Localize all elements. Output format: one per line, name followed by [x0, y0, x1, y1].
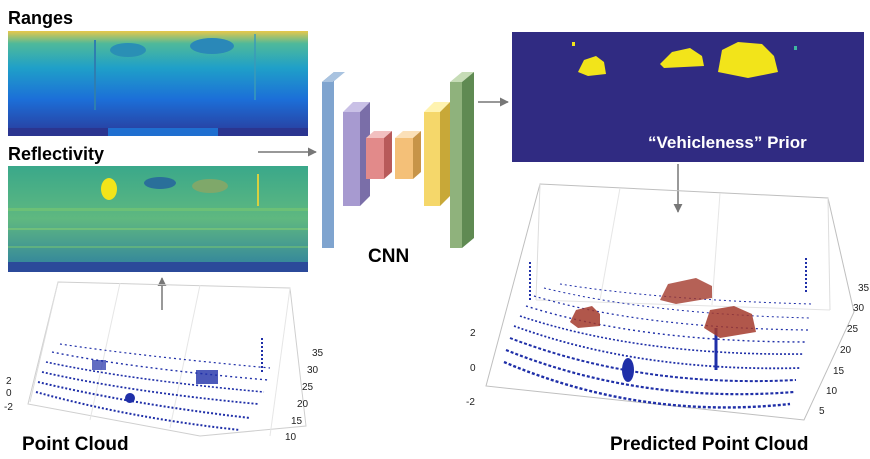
- right-z-tick: 0: [470, 363, 476, 374]
- right-y-ticks: 35 30 25 20 15 10 5: [819, 283, 870, 417]
- left-y-tick: 35: [312, 348, 324, 359]
- point-cloud-plot: [27, 281, 307, 437]
- cnn-layer-3: [366, 131, 392, 179]
- predicted-point-cloud-label: Predicted Point Cloud: [610, 434, 808, 455]
- prior-label: “Vehicleness” Prior: [648, 133, 807, 152]
- left-y-tick: 25: [302, 382, 314, 393]
- left-z-ticks: 2 0 -2: [4, 376, 13, 413]
- right-y-tick: 35: [858, 283, 870, 294]
- left-y-ticks: 35 30 25 20 15 10: [285, 348, 324, 443]
- right-y-tick: 25: [847, 324, 859, 335]
- left-z-tick: 0: [6, 388, 12, 399]
- right-z-tick: -2: [466, 397, 475, 408]
- right-z-ticks: 2 0 -2: [466, 328, 476, 408]
- predicted-vehicle-points: [570, 278, 756, 338]
- cnn-layer-4: [395, 131, 421, 179]
- left-y-tick: 15: [291, 416, 303, 427]
- cnn-layer-2: [343, 102, 370, 206]
- left-y-tick: 10: [285, 432, 297, 443]
- vehicleness-prior-image: [512, 32, 864, 162]
- right-y-tick: 20: [840, 345, 852, 356]
- ranges-label: Ranges: [8, 8, 73, 28]
- cnn-diagram: [322, 72, 474, 248]
- right-y-tick: 15: [833, 366, 845, 377]
- cnn-layer-input: [322, 72, 345, 248]
- reflectivity-label: Reflectivity: [8, 144, 104, 164]
- right-y-tick: 10: [826, 386, 838, 397]
- ranges-image: [8, 31, 308, 136]
- point-cloud-label: Point Cloud: [22, 434, 129, 455]
- right-y-tick: 5: [819, 406, 825, 417]
- right-y-tick: 30: [853, 303, 865, 314]
- predicted-point-cloud-plot: [485, 183, 855, 421]
- left-z-tick: -2: [4, 402, 13, 413]
- left-z-tick: 2: [6, 376, 12, 387]
- reflectivity-image: [8, 166, 308, 272]
- left-y-tick: 20: [297, 399, 309, 410]
- cnn-layer-5: [424, 102, 450, 206]
- left-y-tick: 30: [307, 365, 319, 376]
- right-z-tick: 2: [470, 328, 476, 339]
- cnn-label: CNN: [368, 246, 409, 267]
- cnn-layer-output: [450, 72, 474, 248]
